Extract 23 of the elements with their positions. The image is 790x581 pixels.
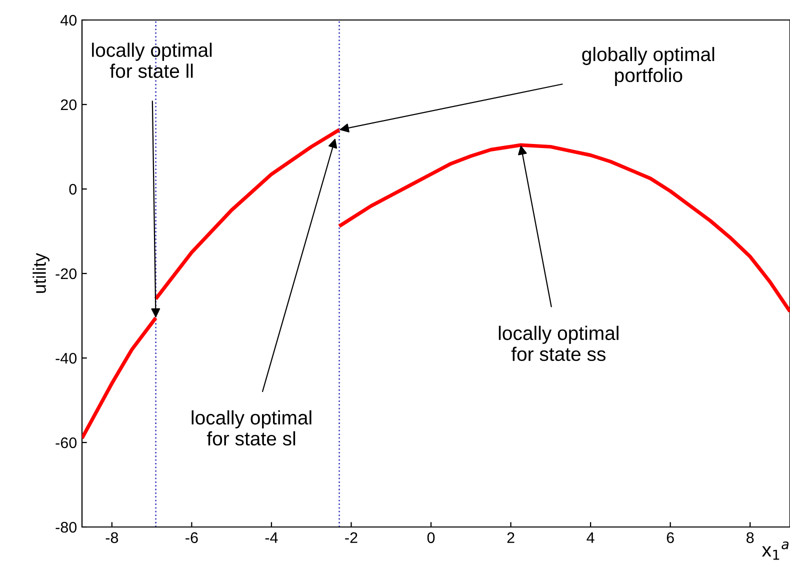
y-tick-label: 0	[69, 184, 77, 195]
y-tick-label: 20	[60, 99, 77, 110]
annotation: locally optimal for state ss	[498, 326, 618, 362]
y-tick-label: -60	[56, 437, 77, 448]
y-tick-label: -20	[56, 268, 77, 280]
y-tick-label: -80	[56, 522, 77, 533]
annotation: globally optimal portfolio	[582, 46, 714, 86]
y-tick-label: -40	[56, 352, 77, 364]
y-tick-label: 40	[60, 14, 77, 26]
x-tick-label: -8	[106, 532, 118, 544]
x-tick-label: 0	[427, 532, 435, 544]
x-tick-label: 4	[586, 532, 594, 543]
x-tick-label: -4	[265, 532, 278, 543]
x-tick-label: -6	[186, 532, 198, 544]
annotation: locally optimal for state sl	[192, 410, 312, 446]
line-series	[337, 143, 790, 314]
x-tick-label: 2	[507, 532, 514, 543]
x-tick-label: 6	[666, 532, 674, 544]
x-tick-label: 8	[746, 532, 754, 544]
x-axis-title: x$_{1}$$^{a}$	[762, 541, 789, 560]
x-tick-label: -2	[345, 532, 358, 543]
y-axis-title: utility	[32, 252, 50, 293]
annotation: locally optimal for state ll	[92, 42, 212, 78]
